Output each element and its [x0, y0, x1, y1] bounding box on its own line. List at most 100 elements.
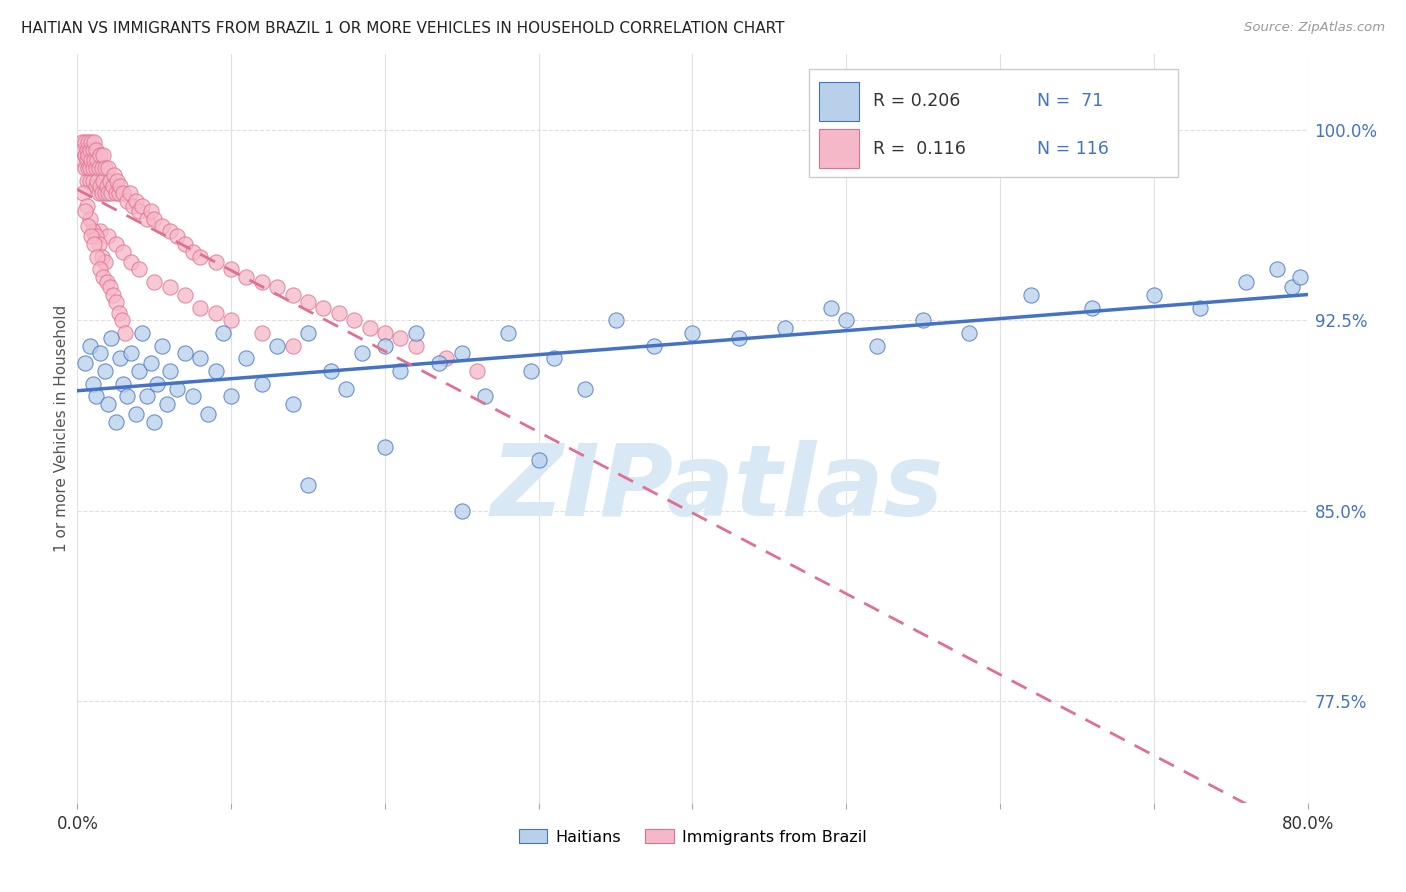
Point	[104, 295, 127, 310]
Point	[131, 326, 153, 340]
Point	[389, 364, 412, 378]
Point	[312, 301, 335, 315]
Point	[112, 376, 135, 391]
Point	[1019, 288, 1042, 302]
Point	[235, 270, 257, 285]
Point	[128, 364, 150, 378]
Point	[319, 364, 342, 378]
Point	[73, 148, 96, 162]
Point	[281, 397, 304, 411]
Point	[405, 338, 427, 352]
Point	[112, 244, 135, 259]
Point	[73, 161, 96, 175]
Point	[97, 229, 120, 244]
Point	[97, 186, 120, 201]
Point	[204, 364, 226, 378]
Point	[835, 313, 858, 327]
Point	[773, 321, 796, 335]
Point	[204, 254, 226, 268]
Point	[125, 194, 148, 208]
Point	[96, 178, 118, 193]
Legend: Haitians, Immigrants from Brazil: Haitians, Immigrants from Brazil	[512, 822, 873, 851]
Point	[574, 382, 596, 396]
Point	[89, 346, 111, 360]
Point	[450, 346, 472, 360]
Point	[605, 313, 627, 327]
Point	[219, 262, 242, 277]
Point	[682, 326, 704, 340]
Point	[94, 186, 117, 201]
Point	[110, 178, 132, 193]
Point	[104, 415, 127, 429]
Point	[83, 136, 105, 150]
Point	[82, 143, 104, 157]
Point	[281, 288, 304, 302]
Point	[328, 305, 350, 319]
Point	[820, 301, 842, 315]
Point	[86, 173, 108, 187]
Point	[374, 326, 396, 340]
Text: N = 116: N = 116	[1038, 140, 1109, 158]
Point	[72, 186, 94, 201]
Point	[115, 194, 138, 208]
Point	[84, 143, 107, 157]
Point	[450, 504, 472, 518]
Point	[76, 153, 98, 168]
Point	[101, 288, 124, 302]
Point	[250, 326, 273, 340]
Point	[73, 356, 96, 370]
Bar	[820, 82, 859, 121]
Point	[96, 275, 118, 289]
Point	[89, 224, 111, 238]
Point	[94, 364, 117, 378]
Point	[82, 161, 104, 175]
Point	[496, 326, 519, 340]
Point	[1234, 275, 1257, 289]
Point	[77, 136, 100, 150]
Point	[89, 178, 111, 193]
Point	[121, 199, 143, 213]
Point	[97, 397, 120, 411]
Point	[112, 186, 135, 201]
Point	[219, 389, 242, 403]
Point	[155, 397, 177, 411]
Point	[1265, 262, 1288, 277]
Point	[84, 229, 107, 244]
Point	[103, 169, 125, 183]
Point	[84, 161, 107, 175]
Point	[82, 173, 104, 187]
Point	[159, 364, 181, 378]
Point	[98, 173, 121, 187]
Point	[297, 295, 319, 310]
Point	[83, 153, 105, 168]
Point	[98, 280, 121, 294]
Point	[118, 186, 141, 201]
Point	[1289, 270, 1312, 285]
Point	[374, 338, 396, 352]
Point	[1081, 301, 1104, 315]
Point	[427, 356, 450, 370]
Point	[90, 186, 114, 201]
Point	[86, 250, 108, 264]
Point	[143, 415, 166, 429]
Point	[72, 143, 94, 157]
Point	[120, 254, 142, 268]
FancyBboxPatch shape	[810, 69, 1178, 178]
Point	[359, 321, 381, 335]
Point	[250, 275, 273, 289]
Point	[120, 346, 142, 360]
Point	[188, 250, 212, 264]
Point	[350, 346, 373, 360]
Point	[115, 389, 138, 403]
Point	[643, 338, 665, 352]
Text: ZIPatlas: ZIPatlas	[491, 440, 943, 537]
Point	[866, 338, 889, 352]
Point	[912, 313, 935, 327]
Point	[84, 178, 107, 193]
Point	[250, 376, 273, 391]
Point	[114, 326, 136, 340]
Point	[174, 288, 197, 302]
Point	[204, 305, 226, 319]
Point	[166, 382, 188, 396]
Point	[474, 389, 496, 403]
